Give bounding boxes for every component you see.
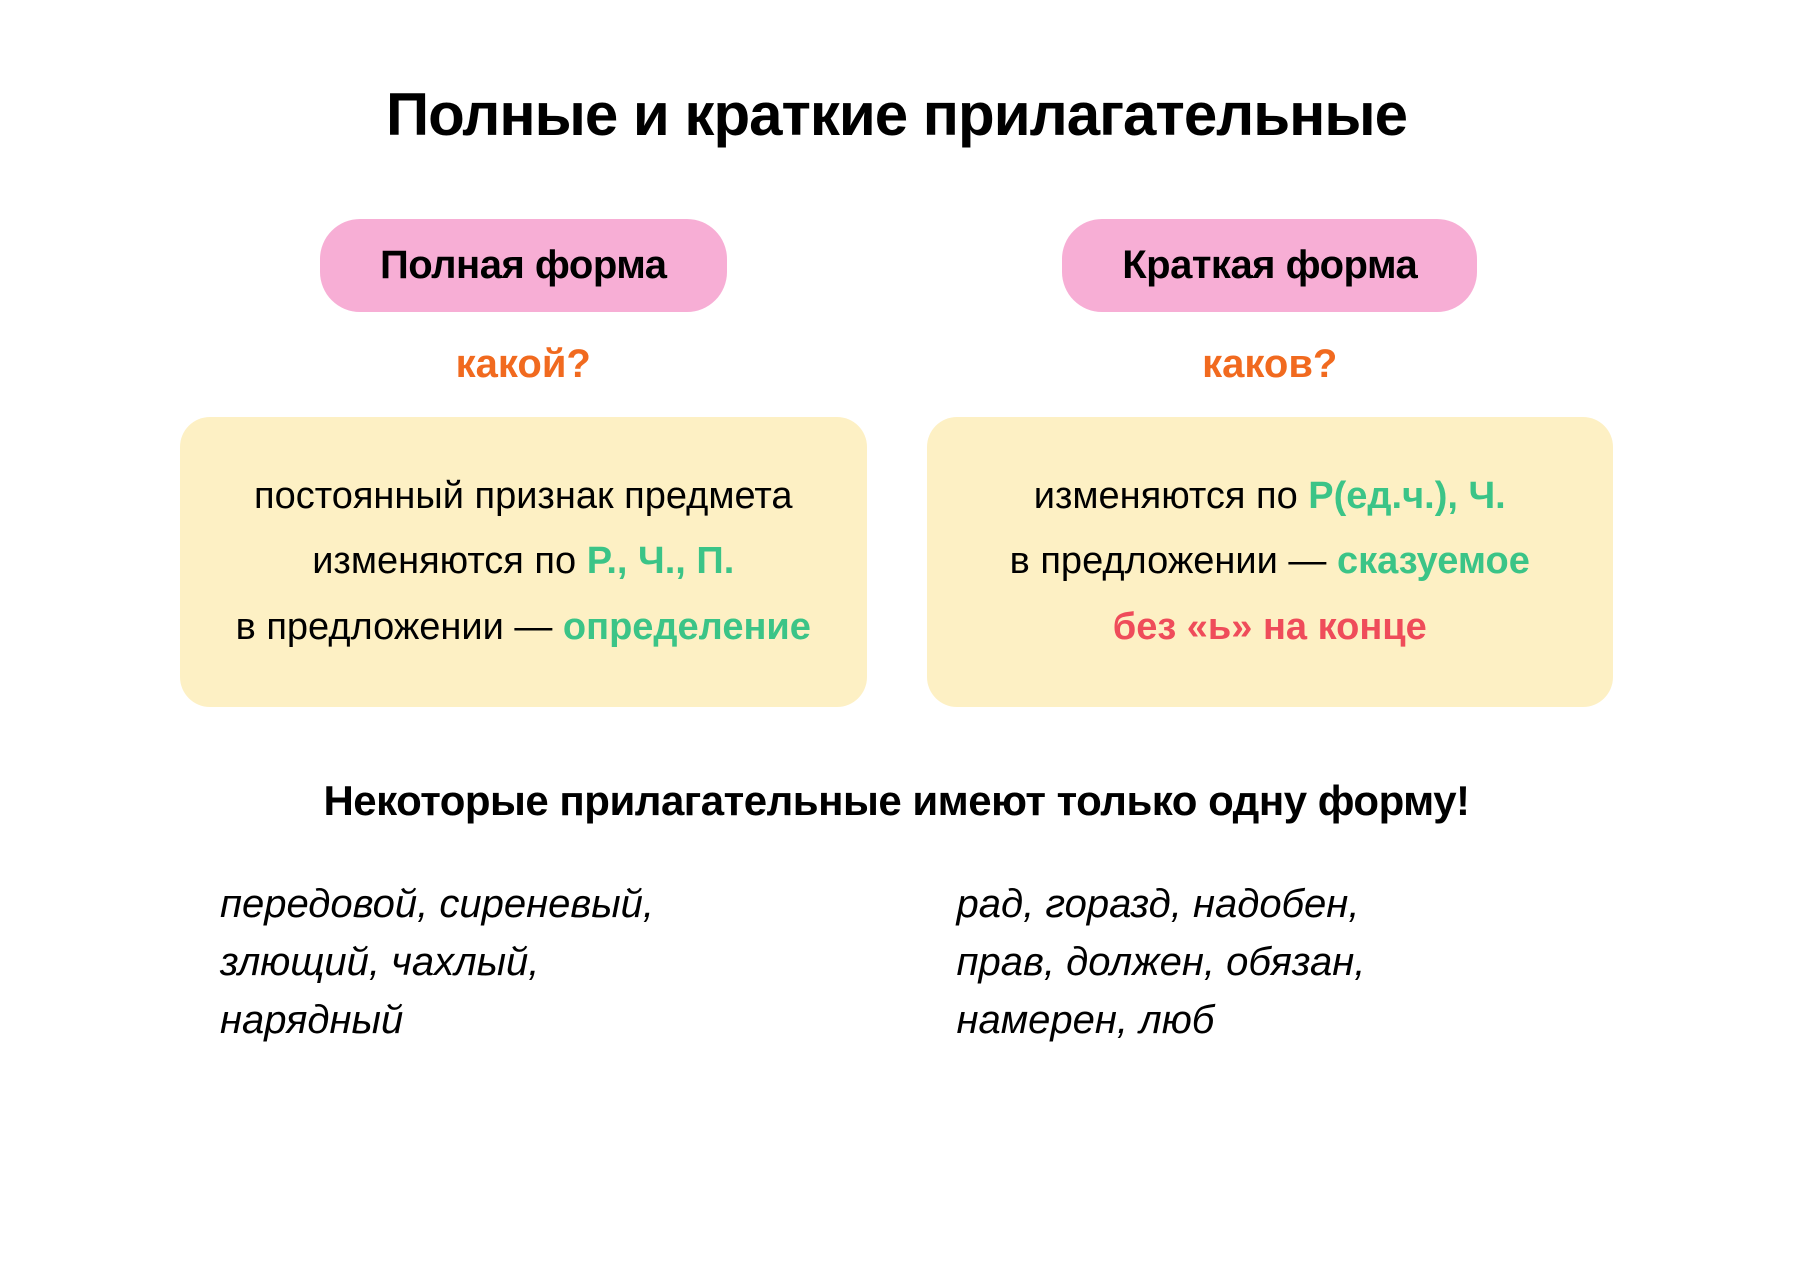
ex-left-line3: нарядный (220, 991, 837, 1049)
right-line2: в предложении — сказуемое (957, 536, 1584, 587)
right-line2-prefix: в предложении — (1010, 540, 1337, 582)
left-line2: изменяются по Р., Ч., П. (210, 536, 837, 587)
left-column: Полная форма какой? постоянный признак п… (180, 219, 867, 707)
right-line1-prefix: изменяются по (1034, 475, 1309, 517)
left-box: постоянный признак предмета изменяются п… (180, 417, 867, 707)
right-line1: изменяются по Р(ед.ч.), Ч. (957, 471, 1584, 522)
left-line3-highlight: определение (563, 606, 811, 648)
left-line3-prefix: в предложении — (236, 606, 563, 648)
left-line2-highlight: Р., Ч., П. (587, 540, 735, 582)
right-line3: без «ь» на конце (957, 602, 1584, 653)
left-question: какой? (456, 342, 591, 387)
ex-right-line1: рад, горазд, надобен, (957, 875, 1574, 933)
left-header-pill: Полная форма (320, 219, 727, 312)
left-line1: постоянный признак предмета (210, 471, 837, 522)
examples-right: рад, горазд, надобен, прав, должен, обяз… (957, 875, 1574, 1049)
left-line2-prefix: изменяются по (312, 540, 587, 582)
right-column: Краткая форма каков? изменяются по Р(ед.… (927, 219, 1614, 707)
columns-container: Полная форма какой? постоянный признак п… (180, 219, 1613, 707)
examples-container: передовой, сиреневый, злющий, чахлый, на… (180, 875, 1613, 1049)
main-title: Полные и краткие прилагательные (180, 80, 1613, 149)
right-line1-highlight: Р(ед.ч.), Ч. (1308, 475, 1505, 517)
right-line3-text: без «ь» на конце (1113, 606, 1427, 648)
right-header-pill: Краткая форма (1062, 219, 1477, 312)
ex-right-line2: прав, должен, обязан, (957, 933, 1574, 991)
left-line3: в предложении — определение (210, 602, 837, 653)
right-line2-highlight: сказуемое (1337, 540, 1530, 582)
right-box: изменяются по Р(ед.ч.), Ч. в предложении… (927, 417, 1614, 707)
examples-left: передовой, сиреневый, злющий, чахлый, на… (220, 875, 837, 1049)
right-question: каков? (1202, 342, 1337, 387)
note-title: Некоторые прилагательные имеют только од… (180, 777, 1613, 825)
ex-left-line2: злющий, чахлый, (220, 933, 837, 991)
ex-right-line3: намерен, люб (957, 991, 1574, 1049)
ex-left-line1: передовой, сиреневый, (220, 875, 837, 933)
